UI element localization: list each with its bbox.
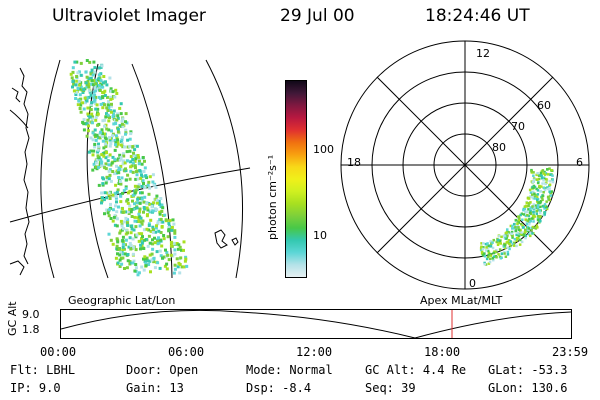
info-seq: Seq: 39 [365,381,416,395]
colorbar-tick-100: 100 [313,143,334,156]
lat-label-80: 80 [492,141,506,154]
info-gc-alt: GC Alt: 4.4 Re [365,363,467,377]
aurora-polar [479,167,555,266]
timeline-ytick-low: 1.8 [22,323,40,336]
mlt-label-18: 18 [347,156,361,169]
polar-plot [340,40,590,290]
colorbar-unit-label: photon cm⁻²s⁻¹ [266,154,279,240]
timeline-ytick-high: 9.0 [22,308,40,321]
coastline [9,67,239,276]
info-flt: Flt: LBHL [10,363,76,377]
info-ip: IP: 9.0 [10,381,61,395]
polar-panel-label: Apex MLat/MLT [420,294,503,307]
info-mode: Mode: Normal [246,363,333,377]
aurora-geo [69,59,189,277]
lat-label-70: 70 [511,120,525,133]
info-dsp: Dsp: -8.4 [246,381,312,395]
lat-label-60: 60 [537,99,551,112]
instrument-title: Ultraviolet Imager [52,6,206,26]
time-label: 18:24:46 UT [425,6,530,26]
timeline-axis-label: GC Alt [6,301,19,336]
info-gain: Gain: 13 [126,381,184,395]
timeline-xtick-3: 18:00 [424,345,461,359]
info-glon: GLon: 130.6 [488,381,568,395]
mlt-label-0: 0 [469,277,476,290]
timeline-xtick-2: 12:00 [296,345,333,359]
timeline-xtick-4: 23:59 [552,345,589,359]
colorbar-tick-10: 10 [313,229,327,242]
info-door: Door: Open [126,363,199,377]
geo-panel-label: Geographic Lat/Lon [68,294,176,307]
geographic-map [9,59,251,279]
info-glat: GLat: -53.3 [488,363,568,377]
mlt-label-12: 12 [476,47,490,60]
mlt-label-6: 6 [576,156,583,169]
timeline-xtick-0: 00:00 [40,345,77,359]
date-label: 29 Jul 00 [280,6,355,26]
altitude-timeline [60,309,572,339]
timeline-xtick-1: 06:00 [168,345,205,359]
colorbar [285,80,307,278]
